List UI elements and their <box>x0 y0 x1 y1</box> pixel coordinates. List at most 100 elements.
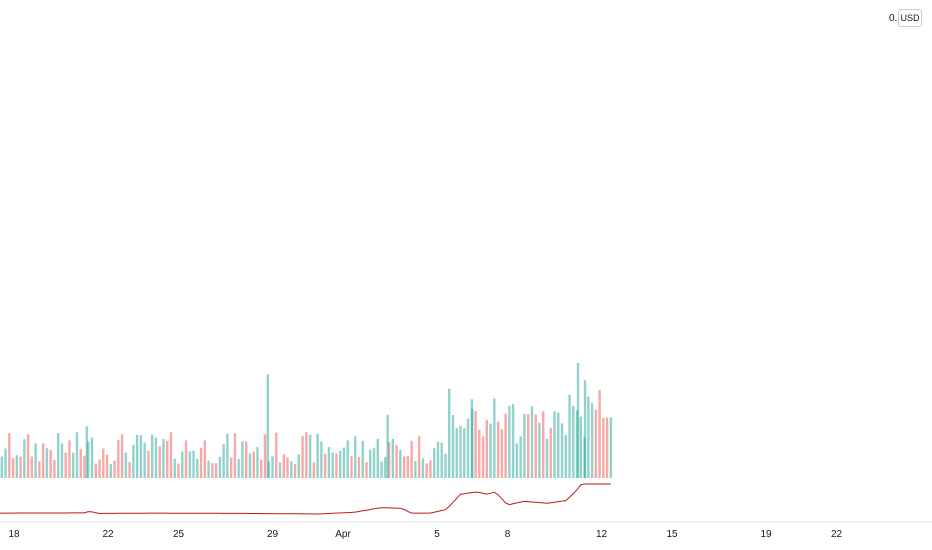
volume-bar <box>56 433 60 478</box>
volume-bar <box>102 448 105 478</box>
volume-bar <box>583 380 587 478</box>
volume-bar <box>244 441 248 478</box>
volume-bar <box>594 409 598 478</box>
volume-bar <box>609 417 613 478</box>
volume-bar <box>386 414 389 478</box>
volume-bar <box>429 460 432 478</box>
x-tick-label: 5 <box>434 529 440 540</box>
volume-bar <box>233 433 237 478</box>
x-tick-label: Apr <box>335 529 351 540</box>
volume-bar <box>158 446 161 478</box>
volume-bar <box>542 411 545 478</box>
volume-bar <box>587 396 590 478</box>
volume-bar <box>354 436 357 478</box>
volume-bar <box>117 439 120 478</box>
volume-bar <box>316 433 319 478</box>
volume-bar <box>500 429 504 478</box>
volume-bar <box>549 427 552 478</box>
volume-bar <box>406 456 410 478</box>
drawn-lines <box>0 483 611 515</box>
volume-bar <box>387 441 391 478</box>
volume-bar <box>564 435 567 478</box>
volume-bar <box>557 412 560 478</box>
volume-bar <box>109 464 113 478</box>
volume-bar <box>572 405 575 478</box>
volume-bar <box>365 462 368 478</box>
volume-bar <box>511 404 515 478</box>
volume-bar <box>34 443 37 478</box>
volume-bar <box>478 429 481 478</box>
volume-bar <box>560 423 564 478</box>
volume-bar <box>312 462 316 478</box>
volume-bar <box>323 453 327 478</box>
volume-bar <box>237 459 240 478</box>
volume-bar <box>504 413 507 478</box>
currency-button[interactable]: USD <box>898 9 922 27</box>
volume-bar <box>218 456 222 478</box>
volume-bar <box>515 443 519 478</box>
x-tick-label: 12 <box>596 529 608 540</box>
volume-ma-line <box>0 483 611 515</box>
volume-bar <box>139 435 143 478</box>
volume-bar <box>305 432 308 478</box>
volume-bar <box>260 459 263 478</box>
volume-bar <box>128 461 131 478</box>
volume-bar <box>308 434 312 478</box>
volume-bar <box>23 439 26 478</box>
volume-bar <box>579 416 583 478</box>
volume-bar <box>496 421 500 478</box>
volume-bar <box>256 447 259 478</box>
volume-bar <box>207 460 210 478</box>
volume-bar <box>98 459 101 478</box>
volume-bar <box>241 441 244 478</box>
volume-bar <box>90 437 94 478</box>
x-tick-label: 22 <box>102 529 114 540</box>
price-axis[interactable]: 0.0.6600000.6400000.6200000.6000000.5600… <box>889 0 931 24</box>
volume-bar <box>188 451 191 478</box>
volume-bar <box>526 413 530 478</box>
volume-bar <box>425 463 428 478</box>
volume-bar <box>150 434 154 478</box>
volume-bar <box>538 422 541 478</box>
volume-bar <box>534 414 537 478</box>
volume-bar <box>181 451 184 478</box>
volume-bar <box>19 456 22 478</box>
volume-bar <box>471 409 474 478</box>
volume-bar <box>68 440 71 478</box>
volume-bar <box>474 411 477 478</box>
volume-bar <box>436 441 440 478</box>
volume-bar <box>45 448 49 478</box>
volume-bar <box>252 451 255 478</box>
volume-bar <box>414 461 417 478</box>
volume-bar <box>395 445 398 478</box>
time-axis[interactable]: 18 22 25 29 Apr 5 8 12 15 19 22 <box>0 521 932 540</box>
volume-bar <box>173 458 176 478</box>
volume-bar <box>590 403 594 478</box>
volume-bar <box>391 438 395 478</box>
volume-bar <box>266 374 269 478</box>
volume-bar <box>248 453 252 478</box>
volume-bar <box>177 463 180 478</box>
volume-bar <box>508 405 511 478</box>
volume-bar <box>417 436 421 478</box>
volume-bar <box>290 461 293 478</box>
volume-bar <box>135 435 139 478</box>
volume-bar <box>459 425 462 478</box>
volume-bar <box>263 434 267 478</box>
volume-bar <box>196 458 199 478</box>
volume-bar <box>338 450 342 478</box>
volume-bar <box>451 415 455 478</box>
volume-bar <box>124 452 128 478</box>
volume-bar <box>297 454 301 478</box>
x-tick-label: 25 <box>173 529 185 540</box>
volume-bar <box>132 444 135 478</box>
volume-bar <box>282 454 285 478</box>
volume-bar <box>346 440 349 478</box>
x-tick-label: 29 <box>267 529 279 540</box>
volume-bar <box>402 456 406 478</box>
volume-bar <box>530 406 534 478</box>
volume-bar <box>4 448 7 478</box>
volume-bar <box>199 447 203 478</box>
volume-bar <box>568 394 571 478</box>
